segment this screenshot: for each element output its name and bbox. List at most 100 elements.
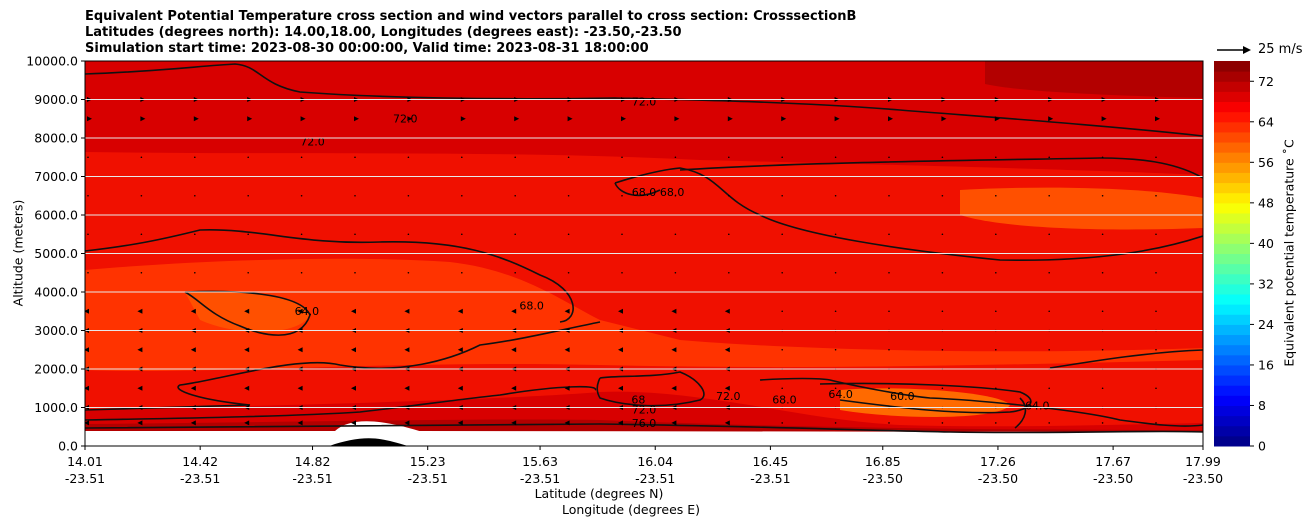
wind-vector <box>1155 194 1157 197</box>
wind-vector <box>137 308 143 314</box>
wind-vector <box>724 385 730 391</box>
wind-vector <box>1101 116 1107 122</box>
wind-vector <box>514 194 516 197</box>
wind-vector <box>834 233 837 236</box>
wind-vector <box>1048 348 1050 351</box>
y-axis-label: Altitude (meters) <box>10 199 26 307</box>
wind-vector <box>995 387 997 390</box>
wind-vector <box>1048 271 1050 274</box>
wind-vector <box>1048 194 1050 197</box>
colorbar-segment <box>1214 91 1250 103</box>
colorbar-tick-label: 64 <box>1258 114 1274 129</box>
contour-line <box>1014 397 1027 429</box>
field-band-66 <box>85 258 1203 372</box>
wind-vector <box>1209 156 1211 158</box>
wind-vector <box>461 233 463 236</box>
contour-label: 72.0 <box>716 390 741 403</box>
contour-label: 72.0 <box>393 113 418 126</box>
contour-line <box>85 423 1203 434</box>
wind-vector <box>567 233 570 236</box>
wind-vector <box>461 156 463 159</box>
colorbar-segment <box>1214 152 1250 163</box>
y-tick-label: 5000.0 <box>34 246 78 261</box>
x-axis-label-longitude: Longitude (degrees E) <box>561 502 701 517</box>
wind-vector <box>300 116 306 122</box>
colorbar-tick-label: 8 <box>1258 398 1266 413</box>
wind-vector <box>621 233 623 236</box>
wind-vector <box>1155 422 1157 424</box>
colorbar-segment <box>1214 162 1250 173</box>
wind-vector <box>85 347 89 353</box>
wind-vector <box>300 233 303 236</box>
wind-vector <box>618 308 623 314</box>
wind-vector <box>781 116 787 122</box>
wind-vector <box>941 194 944 197</box>
wind-vector <box>244 347 250 353</box>
colorbar-tick-label: 24 <box>1258 317 1274 332</box>
colorbar-segment <box>1214 223 1250 234</box>
wind-vector <box>297 385 303 391</box>
wind-vector <box>888 233 890 236</box>
contour-label: 76.0 <box>632 417 657 430</box>
colorbar: 0 8 16 24 32 40 48 56 64 72 <box>1214 61 1274 454</box>
wind-vector <box>834 116 840 122</box>
wind-vector <box>511 347 517 353</box>
colorbar-tick-label: 0 <box>1258 439 1266 454</box>
wind-vector <box>995 348 997 351</box>
contour-line <box>184 290 311 336</box>
wind-vector <box>511 308 517 314</box>
wind-vector <box>87 156 89 159</box>
wind-vector <box>244 385 250 391</box>
wind-vector <box>354 116 359 122</box>
wind-vector <box>621 271 623 274</box>
wind-vector <box>728 156 730 159</box>
wind-vector <box>564 308 570 314</box>
wind-vector <box>1209 368 1211 370</box>
colorbar-segment <box>1214 283 1250 295</box>
wind-vector <box>87 233 89 236</box>
contour-line <box>596 371 705 407</box>
wind-vector <box>247 233 249 236</box>
wind-vector <box>621 194 623 197</box>
wind-vector <box>351 347 356 353</box>
wind-vector <box>1209 272 1211 274</box>
wind-vector <box>1101 271 1104 274</box>
wind-vector <box>888 348 890 351</box>
wind-vector <box>618 347 623 353</box>
wind-vector <box>567 116 573 122</box>
wind-vector <box>1101 194 1104 197</box>
wind-vector <box>1101 233 1104 236</box>
contour-line <box>679 157 1203 179</box>
x-tick-label-lat: 17.99 <box>1185 454 1221 469</box>
x-tick-label-lon: -23.51 <box>635 471 675 486</box>
wind-vector <box>1048 387 1050 390</box>
wind-vector <box>781 271 783 274</box>
wind-vector <box>1155 310 1157 313</box>
wind-vector <box>781 233 783 236</box>
colorbar-tick-label: 72 <box>1258 74 1274 89</box>
wind-vector <box>85 420 89 426</box>
colorbar-segment <box>1214 304 1250 315</box>
wind-vector <box>671 347 677 353</box>
wind-vector <box>941 156 944 159</box>
wind-vector <box>244 420 250 426</box>
x-tick-label-lon: -23.51 <box>520 471 560 486</box>
wind-vector <box>297 308 303 314</box>
wind-vector <box>190 385 196 391</box>
wind-vector <box>834 422 837 424</box>
contour-line <box>614 182 661 197</box>
wind-vector <box>727 116 733 122</box>
contour-label: 68.0 <box>632 186 657 199</box>
colorbar-segment <box>1214 192 1250 204</box>
wind-vector <box>511 420 517 426</box>
wind-vector <box>140 194 143 197</box>
wind-vector <box>1155 348 1157 351</box>
wind-vector <box>674 156 677 159</box>
wind-vector <box>190 420 196 426</box>
colorbar-segment <box>1214 111 1250 123</box>
wind-vector <box>137 385 143 391</box>
wind-vector <box>404 347 410 353</box>
y-tick-label: 9000.0 <box>34 92 78 107</box>
wind-vector <box>354 233 356 236</box>
